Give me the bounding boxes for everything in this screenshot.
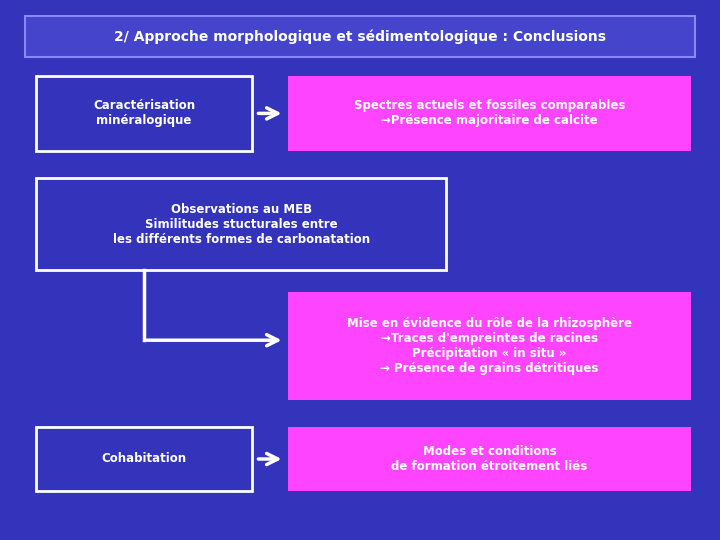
FancyBboxPatch shape <box>36 427 252 491</box>
Text: Observations au MEB
Similitudes stucturales entre
les différents formes de carbo: Observations au MEB Similitudes stuctura… <box>112 202 370 246</box>
FancyBboxPatch shape <box>36 76 252 151</box>
Text: Spectres actuels et fossiles comparables
→Présence majoritaire de calcite: Spectres actuels et fossiles comparables… <box>354 99 625 127</box>
FancyBboxPatch shape <box>36 178 446 270</box>
Text: Caractérisation
minéralogique: Caractérisation minéralogique <box>93 99 195 127</box>
Text: Mise en évidence du rôle de la rhizosphère
→Traces d'empreintes de racines
Préci: Mise en évidence du rôle de la rhizosphè… <box>347 316 632 375</box>
FancyBboxPatch shape <box>288 76 691 151</box>
FancyBboxPatch shape <box>288 427 691 491</box>
Text: Modes et conditions
de formation étroitement liés: Modes et conditions de formation étroite… <box>392 445 588 473</box>
FancyBboxPatch shape <box>288 292 691 400</box>
Text: 2/ Approche morphologique et sédimentologique : Conclusions: 2/ Approche morphologique et sédimentolo… <box>114 29 606 44</box>
FancyBboxPatch shape <box>25 16 695 57</box>
Text: Cohabitation: Cohabitation <box>102 453 186 465</box>
